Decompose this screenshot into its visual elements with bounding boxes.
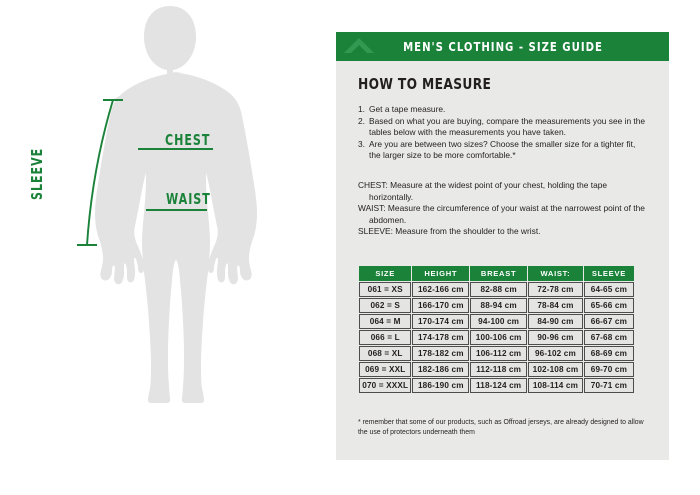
size-chart-table: SIZE HEIGHT BREAST WAIST: SLEEVE 061 = X… xyxy=(358,265,635,394)
cell-height: 170-174 cm xyxy=(412,313,470,329)
waist-label: WAIST xyxy=(166,190,211,208)
footnote: * remember that some of our products, su… xyxy=(358,418,644,436)
measurement-definitions: CHEST: Measure at the widest point of yo… xyxy=(358,180,647,238)
step-number: 2. xyxy=(358,115,365,126)
chest-label: CHEST xyxy=(165,131,211,149)
definition-sleeve: SLEEVE: Measure from the shoulder to the… xyxy=(358,226,541,237)
cell-height: 174-178 cm xyxy=(412,329,470,345)
cell-breast: 100-106 cm xyxy=(470,329,528,345)
sleeve-label: SLEEVE xyxy=(28,147,46,200)
cell-waist: 96-102 cm xyxy=(528,345,583,361)
step-number: 3. xyxy=(358,138,365,149)
column-header-sleeve: SLEEVE xyxy=(583,265,634,281)
table-row: 068 = XL 178-182 cm 106-112 cm 96-102 cm… xyxy=(359,345,634,361)
cell-waist: 84-90 cm xyxy=(528,313,583,329)
cell-breast: 112-118 cm xyxy=(470,361,528,377)
table-row: 062 = S 166-170 cm 88-94 cm 78-84 cm 65-… xyxy=(359,297,634,313)
cell-size: 068 = XL xyxy=(359,345,412,361)
column-header-breast: BREAST xyxy=(470,265,528,281)
male-silhouette-icon xyxy=(77,6,257,403)
table-row: 064 = M 170-174 cm 94-100 cm 84-90 cm 66… xyxy=(359,313,634,329)
cell-waist: 90-96 cm xyxy=(528,329,583,345)
table-row: 069 = XXL 182-186 cm 112-118 cm 102-108 … xyxy=(359,361,634,377)
table-body: 061 = XS 162-166 cm 82-88 cm 72-78 cm 64… xyxy=(359,281,634,393)
panel-header: MEN'S CLOTHING - SIZE GUIDE xyxy=(336,32,669,61)
cell-sleeve: 64-65 cm xyxy=(583,281,634,297)
body-measurement-diagram: CHEST WAIST SLEEVE xyxy=(0,0,333,495)
column-header-waist: WAIST: xyxy=(528,265,583,281)
cell-breast: 82-88 cm xyxy=(470,281,528,297)
list-item: 2. Based on what you are buying, compare… xyxy=(358,116,647,139)
step-text: Are you are between two sizes? Choose th… xyxy=(369,138,636,161)
cell-sleeve: 68-69 cm xyxy=(583,345,634,361)
cell-size: 066 = L xyxy=(359,329,412,345)
step-number: 1. xyxy=(358,104,365,114)
cell-height: 162-166 cm xyxy=(412,281,470,297)
cell-height: 186-190 cm xyxy=(412,377,470,393)
cell-breast: 94-100 cm xyxy=(470,313,528,329)
cell-breast: 88-94 cm xyxy=(470,297,528,313)
panel-body: HOW TO MEASURE 1. Get a tape measure. 2.… xyxy=(336,61,669,437)
cell-waist: 102-108 cm xyxy=(528,361,583,377)
definition-chest: CHEST: Measure at the widest point of yo… xyxy=(358,179,608,202)
panel-title: MEN'S CLOTHING - SIZE GUIDE xyxy=(402,39,603,54)
page-title: HOW TO MEASURE xyxy=(358,75,492,93)
triangle-a-logo-icon xyxy=(344,38,374,53)
cell-size: 069 = XXL xyxy=(359,361,412,377)
table-row: 070 = XXXL 186-190 cm 118-124 cm 108-114… xyxy=(359,377,634,393)
sleeve-measure-bracket xyxy=(77,99,123,246)
table-header-row: SIZE HEIGHT BREAST WAIST: SLEEVE xyxy=(359,265,634,281)
cell-waist: 78-84 cm xyxy=(528,297,583,313)
cell-sleeve: 69-70 cm xyxy=(583,361,634,377)
cell-sleeve: 65-66 cm xyxy=(583,297,634,313)
cell-sleeve: 66-67 cm xyxy=(583,313,634,329)
table-row: 066 = L 174-178 cm 100-106 cm 90-96 cm 6… xyxy=(359,329,634,345)
size-guide-panel: MEN'S CLOTHING - SIZE GUIDE HOW TO MEASU… xyxy=(336,32,669,460)
cell-breast: 106-112 cm xyxy=(470,345,528,361)
cell-sleeve: 70-71 cm xyxy=(583,377,634,393)
cell-waist: 72-78 cm xyxy=(528,281,583,297)
cell-size: 061 = XS xyxy=(359,281,412,297)
cell-waist: 108-114 cm xyxy=(528,377,583,393)
step-text: Based on what you are buying, compare th… xyxy=(369,115,646,138)
column-header-height: HEIGHT xyxy=(412,265,470,281)
how-to-measure-steps: 1. Get a tape measure. 2. Based on what … xyxy=(358,104,647,162)
cell-size: 062 = S xyxy=(359,297,412,313)
cell-size: 070 = XXXL xyxy=(359,377,412,393)
column-header-size: SIZE xyxy=(359,265,412,281)
cell-height: 182-186 cm xyxy=(412,361,470,377)
list-item: 1. Get a tape measure. xyxy=(358,104,647,116)
cell-breast: 118-124 cm xyxy=(470,377,528,393)
step-text: Get a tape measure. xyxy=(369,104,446,114)
table-row: 061 = XS 162-166 cm 82-88 cm 72-78 cm 64… xyxy=(359,281,634,297)
cell-height: 166-170 cm xyxy=(412,297,470,313)
cell-height: 178-182 cm xyxy=(412,345,470,361)
list-item: 3. Are you are between two sizes? Choose… xyxy=(358,139,647,162)
cell-size: 064 = M xyxy=(359,313,412,329)
definition-waist: WAIST: Measure the circumference of your… xyxy=(358,203,645,225)
cell-sleeve: 67-68 cm xyxy=(583,329,634,345)
